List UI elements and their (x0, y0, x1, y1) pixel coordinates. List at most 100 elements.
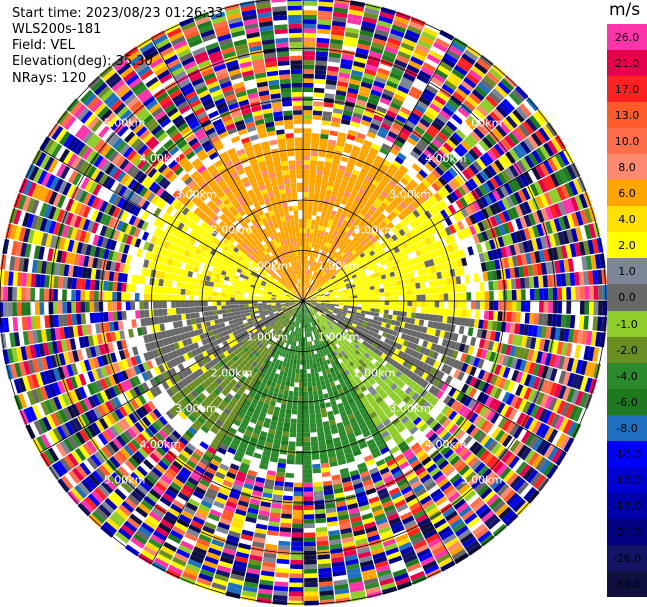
velocity-bin (553, 354, 561, 369)
velocity-bin (351, 231, 358, 238)
velocity-bin (468, 69, 483, 82)
velocity-bin (307, 386, 313, 392)
velocity-bin (356, 306, 362, 310)
velocity-bin (337, 321, 343, 326)
velocity-bin (317, 268, 321, 274)
velocity-bin (359, 198, 367, 206)
velocity-bin (476, 158, 487, 170)
velocity-bin (502, 118, 515, 132)
velocity-bin (431, 241, 439, 250)
velocity-bin (490, 442, 502, 455)
velocity-bin (430, 155, 441, 166)
velocity-bin (442, 315, 448, 324)
velocity-bin (428, 207, 436, 217)
velocity-bin (423, 88, 436, 99)
velocity-bin (316, 299, 322, 301)
velocity-bin (535, 164, 546, 179)
velocity-bin (346, 134, 356, 141)
velocity-bin (451, 413, 462, 424)
velocity-bin (357, 38, 372, 47)
velocity-bin (524, 416, 534, 430)
velocity-bin (494, 159, 505, 172)
velocity-bin (391, 375, 399, 383)
velocity-bin (347, 310, 352, 314)
velocity-bin (398, 365, 406, 373)
velocity-bin (491, 321, 498, 331)
velocity-bin (350, 149, 360, 157)
velocity-bin (313, 201, 319, 207)
velocity-bin (531, 350, 539, 363)
velocity-bin (379, 270, 385, 276)
velocity-bin (289, 381, 295, 387)
velocity-bin (370, 308, 376, 313)
velocity-bin (516, 444, 528, 458)
velocity-bin (501, 235, 510, 246)
velocity-bin (488, 191, 497, 204)
velocity-bin (279, 527, 292, 533)
velocity-bin (344, 317, 350, 322)
velocity-bin (389, 296, 394, 301)
velocity-bin (589, 301, 594, 315)
velocity-bin (304, 559, 317, 565)
velocity-bin (334, 299, 340, 301)
velocity-bin (442, 142, 454, 153)
velocity-bin (366, 297, 372, 301)
velocity-bin (303, 128, 312, 133)
velocity-bin (329, 214, 336, 221)
velocity-bin (313, 289, 318, 293)
velocity-bin (366, 186, 375, 194)
velocity-bin (366, 304, 372, 308)
velocity-bin (498, 301, 503, 311)
velocity-bin (356, 332, 362, 338)
velocity-bin (432, 321, 438, 329)
velocity-bin (352, 277, 359, 282)
velocity-bin (386, 214, 394, 222)
velocity-bin (380, 190, 389, 199)
velocity-bin (539, 162, 550, 177)
velocity-bin (337, 136, 346, 143)
velocity-bin (441, 338, 448, 347)
velocity-bin (359, 343, 366, 350)
velocity-bin (317, 243, 321, 250)
velocity-bin (343, 305, 349, 308)
velocity-bin (439, 145, 451, 156)
velocity-bin (592, 238, 600, 254)
velocity-bin (354, 335, 361, 341)
velocity-bin (393, 325, 400, 332)
velocity-bin (305, 255, 308, 261)
velocity-bin (527, 349, 535, 362)
velocity-bin (402, 367, 410, 376)
velocity-bin (511, 129, 523, 143)
velocity-bin (547, 446, 559, 461)
velocity-bin (393, 301, 399, 306)
velocity-bin (389, 163, 399, 172)
velocity-bin (447, 244, 455, 253)
velocity-bin (311, 304, 316, 308)
velocity-bin (566, 388, 576, 403)
velocity-bin (497, 81, 511, 95)
velocity-bin (397, 311, 403, 317)
velocity-bin (543, 426, 555, 441)
velocity-bin (387, 266, 394, 273)
velocity-bin (462, 435, 473, 447)
velocity-bin (382, 318, 388, 323)
velocity-bin (383, 187, 392, 195)
velocity-bin (315, 513, 326, 519)
velocity-bin (509, 322, 516, 334)
velocity-bin (311, 296, 316, 299)
velocity-bin (417, 325, 423, 333)
velocity-bin (305, 337, 308, 342)
velocity-bin (310, 228, 315, 234)
velocity-bin (345, 201, 353, 208)
velocity-bin (307, 345, 311, 351)
velocity-bin (505, 195, 515, 208)
velocity-bin (497, 199, 507, 212)
velocity-bin (379, 147, 389, 155)
velocity-bin (341, 273, 347, 279)
velocity-bin (296, 432, 303, 438)
velocity-bin (377, 265, 384, 272)
velocity-bin (280, 518, 292, 524)
velocity-bin (486, 71, 500, 84)
velocity-bin (386, 333, 393, 340)
velocity-bin (361, 307, 367, 311)
